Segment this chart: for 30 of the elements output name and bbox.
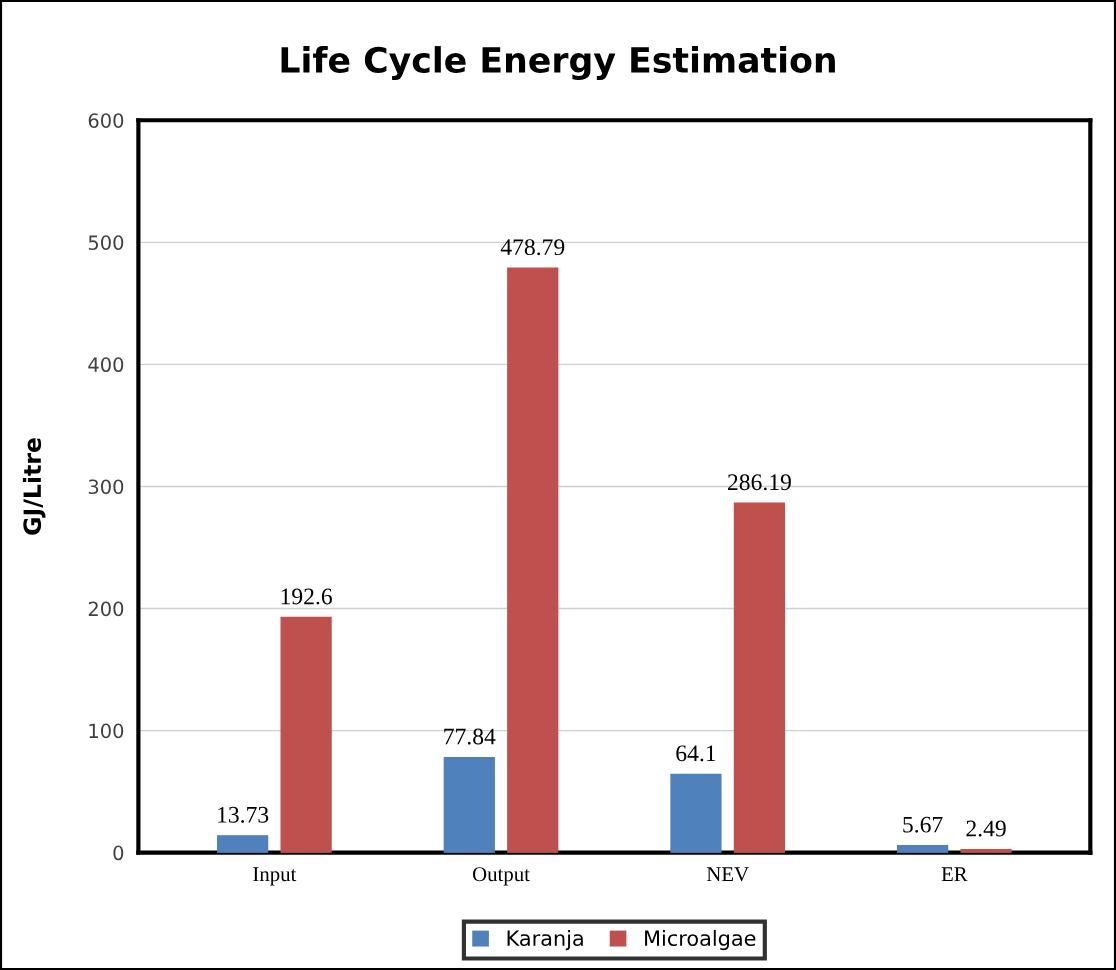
y-tick-label: 500: [88, 235, 124, 250]
data-label: 77.84: [444, 728, 496, 745]
y-tick-label: 100: [89, 723, 124, 739]
x-tick-label: Input: [253, 867, 297, 886]
x-tick-label: Output: [472, 867, 530, 886]
data-label: 192.6: [281, 588, 332, 605]
x-tick-label: ER: [941, 867, 968, 881]
bar: [507, 267, 559, 853]
data-label: 13.73: [218, 806, 269, 823]
bar: [896, 845, 949, 853]
data-label: 64.1: [676, 745, 716, 762]
x-tick-label: NEV: [706, 867, 749, 882]
bar: [670, 773, 722, 853]
legend-label: Microalgae: [645, 929, 756, 951]
y-tick-label: 200: [88, 601, 124, 617]
y-tick-label: 0: [113, 845, 124, 861]
bar: [280, 616, 332, 853]
bar: [217, 835, 269, 853]
data-label: 5.67: [903, 816, 943, 833]
data-label: 286.19: [727, 474, 791, 491]
y-tick-label: 300: [88, 479, 124, 495]
data-label: 478.79: [500, 239, 565, 256]
y-tick-label: 600: [88, 113, 124, 128]
bar: [443, 756, 495, 853]
bar: [733, 502, 786, 853]
y-axis-title: GJ/Litre: [22, 438, 46, 535]
data-label: 2.49: [966, 820, 1006, 837]
y-tick-label: 400: [88, 357, 124, 373]
legend-label: Karanja: [507, 929, 583, 951]
chart-title: Life Cycle Energy Estimation: [281, 46, 835, 80]
